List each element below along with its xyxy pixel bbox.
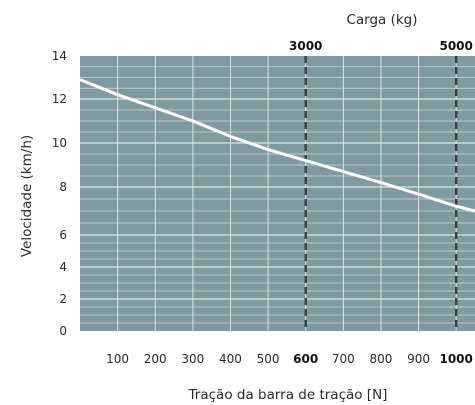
x-tick-label: 500 xyxy=(257,352,280,366)
y-tick-label: 12 xyxy=(52,92,67,106)
x-tick-label: 1000 xyxy=(439,352,472,366)
y-tick-label: 0 xyxy=(59,324,67,338)
x-tick-label: 600 xyxy=(293,352,318,366)
x-tick-labels: 100 200 300 400 500 600 700 800 900 1000 xyxy=(106,352,473,366)
x-tick-label: 300 xyxy=(181,352,204,366)
y-tick-label: 10 xyxy=(52,136,67,150)
y-tick-label: 4 xyxy=(59,260,67,274)
x-axis-title: Tração da barra de tração [N] xyxy=(188,387,388,403)
y-tick-label: 14 xyxy=(52,49,67,63)
y-axis-title: Velocidade (km/h) xyxy=(19,135,35,257)
y-tick-label: 2 xyxy=(59,292,67,306)
top-axis-tick-labels: 3000 5000 xyxy=(289,39,473,53)
x-tick-label: 400 xyxy=(219,352,242,366)
x-tick-label: 200 xyxy=(144,352,167,366)
x-tick-label: 800 xyxy=(369,352,392,366)
y-tick-label: 6 xyxy=(59,228,67,242)
x-tick-label: 900 xyxy=(407,352,430,366)
top-axis-tick-label: 5000 xyxy=(439,39,472,53)
plot-area xyxy=(80,56,475,331)
x-tick-label: 100 xyxy=(106,352,129,366)
y-tick-labels: 0 2 4 6 8 10 12 14 xyxy=(52,49,67,338)
top-axis-tick-label: 3000 xyxy=(289,39,322,53)
x-tick-label: 700 xyxy=(332,352,355,366)
y-tick-label: 8 xyxy=(59,180,67,194)
reference-lines xyxy=(304,56,458,331)
series-line xyxy=(79,78,475,213)
top-axis-title: Carga (kg) xyxy=(346,12,417,28)
